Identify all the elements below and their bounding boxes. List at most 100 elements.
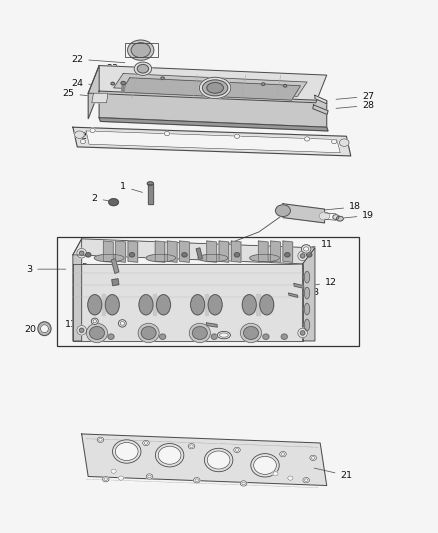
Polygon shape — [206, 323, 217, 327]
Polygon shape — [88, 66, 326, 103]
Polygon shape — [128, 241, 138, 262]
Ellipse shape — [193, 478, 200, 483]
Ellipse shape — [79, 251, 84, 255]
Ellipse shape — [279, 451, 286, 457]
Ellipse shape — [234, 253, 239, 257]
Text: 14: 14 — [226, 334, 266, 343]
Text: 21: 21 — [314, 468, 352, 480]
Ellipse shape — [105, 295, 119, 315]
Text: 11: 11 — [308, 240, 332, 249]
Ellipse shape — [304, 479, 307, 481]
Polygon shape — [219, 241, 228, 262]
Ellipse shape — [303, 247, 308, 251]
Polygon shape — [103, 241, 113, 262]
Ellipse shape — [336, 216, 343, 221]
Ellipse shape — [74, 131, 84, 139]
Ellipse shape — [147, 182, 153, 185]
Polygon shape — [111, 259, 119, 273]
Ellipse shape — [156, 295, 170, 315]
Text: 12: 12 — [305, 278, 336, 287]
Ellipse shape — [300, 254, 304, 258]
Ellipse shape — [198, 254, 227, 262]
Ellipse shape — [112, 440, 141, 463]
Ellipse shape — [79, 328, 84, 333]
Ellipse shape — [77, 326, 86, 335]
Ellipse shape — [233, 447, 240, 453]
Ellipse shape — [86, 324, 107, 343]
Ellipse shape — [207, 451, 230, 469]
Polygon shape — [92, 93, 108, 103]
Ellipse shape — [204, 448, 232, 472]
Polygon shape — [73, 127, 350, 156]
Ellipse shape — [38, 322, 51, 336]
Bar — [125, 43, 158, 57]
Polygon shape — [312, 105, 327, 115]
Ellipse shape — [108, 334, 114, 340]
Polygon shape — [116, 241, 125, 262]
Ellipse shape — [104, 478, 107, 480]
Ellipse shape — [304, 303, 309, 315]
Ellipse shape — [319, 212, 328, 220]
Ellipse shape — [235, 449, 238, 451]
Ellipse shape — [138, 324, 159, 343]
Polygon shape — [283, 204, 324, 223]
Ellipse shape — [240, 481, 246, 486]
Ellipse shape — [97, 437, 103, 442]
Ellipse shape — [234, 134, 239, 139]
Ellipse shape — [88, 295, 102, 315]
Ellipse shape — [304, 319, 309, 331]
Ellipse shape — [189, 324, 210, 343]
Ellipse shape — [148, 475, 151, 478]
Ellipse shape — [118, 320, 126, 327]
Text: 3: 3 — [26, 265, 66, 273]
Polygon shape — [196, 248, 202, 260]
Ellipse shape — [134, 62, 151, 75]
Ellipse shape — [190, 295, 204, 315]
Bar — [57, 237, 358, 346]
Text: 26: 26 — [80, 132, 127, 141]
Polygon shape — [288, 293, 297, 297]
Ellipse shape — [300, 331, 304, 335]
Ellipse shape — [155, 443, 184, 467]
Ellipse shape — [85, 253, 91, 257]
Ellipse shape — [300, 245, 310, 253]
Text: 24: 24 — [71, 78, 113, 87]
Ellipse shape — [219, 333, 228, 337]
Ellipse shape — [102, 477, 109, 482]
Text: 13: 13 — [292, 287, 319, 296]
Ellipse shape — [331, 140, 336, 144]
Ellipse shape — [304, 271, 309, 283]
Polygon shape — [155, 241, 164, 262]
Text: 28: 28 — [335, 101, 374, 110]
Ellipse shape — [302, 478, 309, 483]
Polygon shape — [206, 241, 216, 262]
Ellipse shape — [275, 205, 290, 216]
Ellipse shape — [217, 332, 230, 339]
Ellipse shape — [297, 328, 307, 338]
Ellipse shape — [80, 140, 85, 144]
Ellipse shape — [94, 254, 124, 262]
Ellipse shape — [339, 139, 348, 147]
Ellipse shape — [120, 321, 124, 325]
Ellipse shape — [287, 476, 292, 480]
Polygon shape — [121, 83, 125, 92]
Text: 1: 1 — [120, 182, 142, 192]
Text: 5: 5 — [81, 263, 110, 272]
Ellipse shape — [142, 440, 149, 446]
Ellipse shape — [241, 482, 245, 484]
Polygon shape — [258, 241, 268, 262]
Polygon shape — [99, 118, 327, 131]
Polygon shape — [73, 239, 81, 341]
Ellipse shape — [89, 327, 104, 340]
Ellipse shape — [99, 439, 102, 441]
Ellipse shape — [259, 295, 273, 315]
Ellipse shape — [77, 248, 86, 258]
Ellipse shape — [199, 77, 230, 99]
Ellipse shape — [249, 254, 279, 262]
Ellipse shape — [141, 327, 155, 340]
Polygon shape — [302, 248, 314, 341]
Ellipse shape — [127, 40, 153, 60]
Ellipse shape — [297, 251, 307, 261]
Polygon shape — [113, 74, 306, 96]
Text: 18: 18 — [325, 203, 360, 212]
